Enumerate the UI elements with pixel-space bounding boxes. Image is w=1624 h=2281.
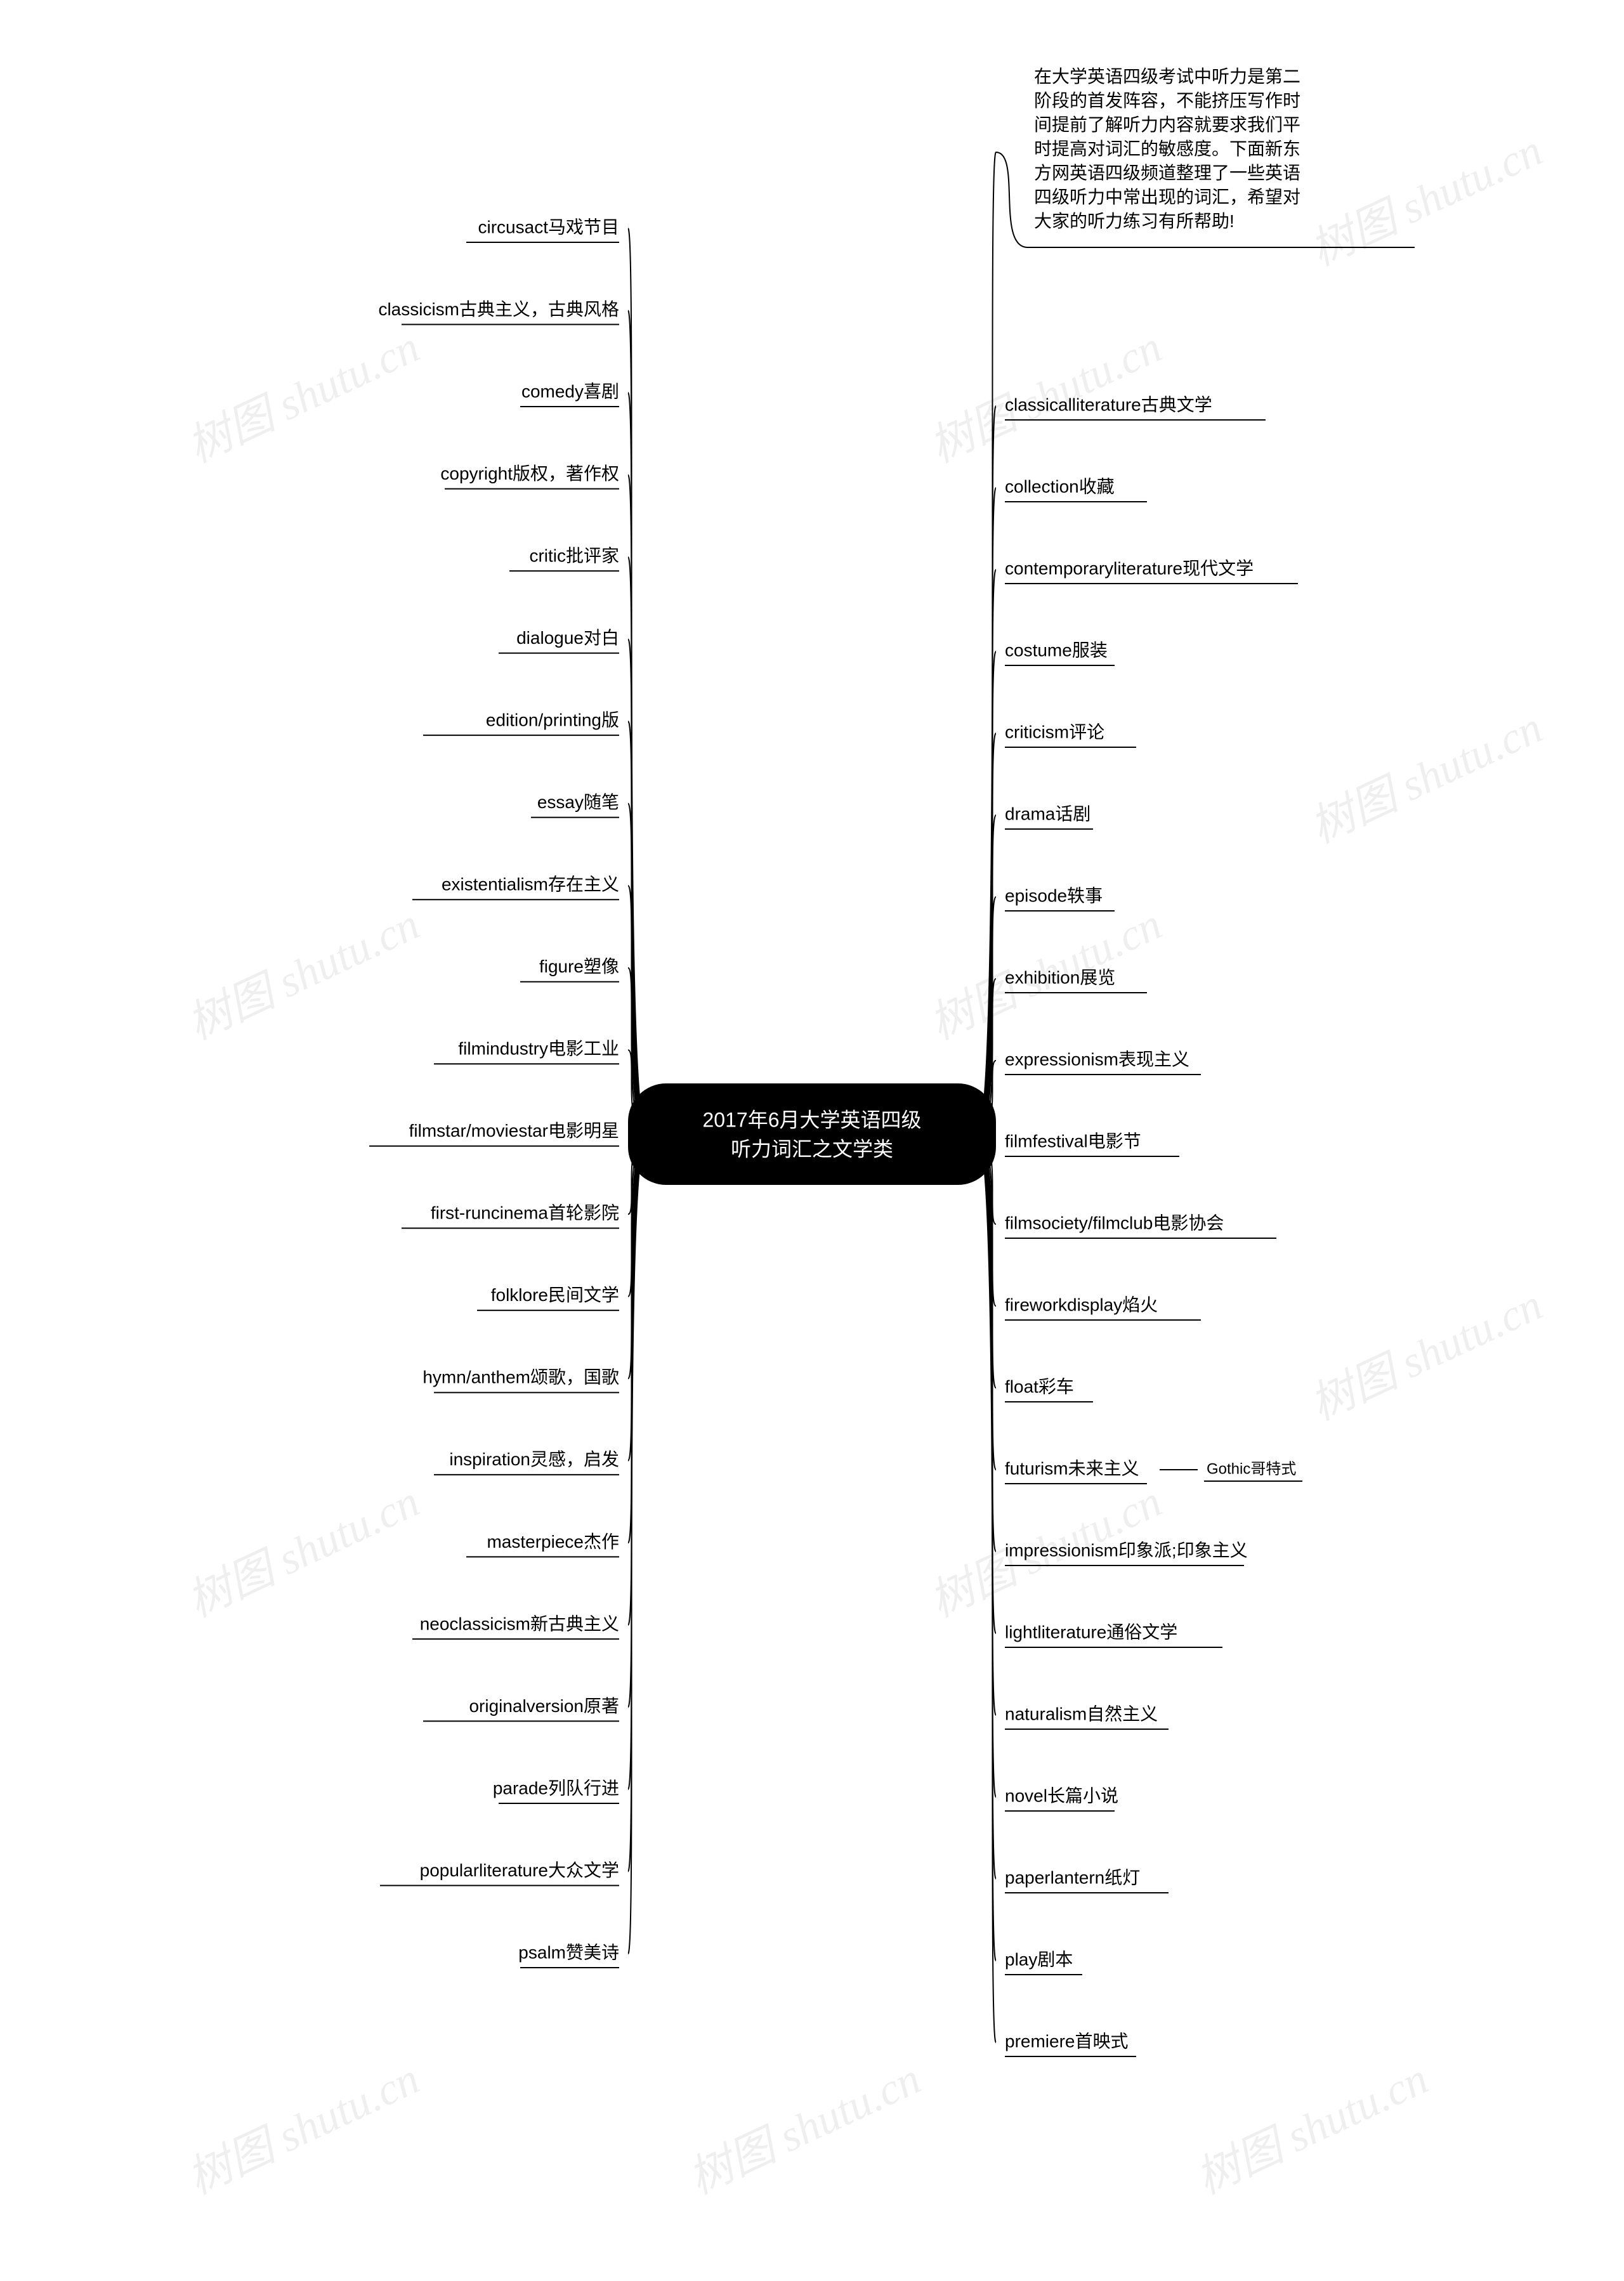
intro-line: 间提前了解听力内容就要求我们平 <box>1034 115 1300 134</box>
left-node-label: masterpiece杰作 <box>487 1532 619 1552</box>
right-node-label: exhibition展览 <box>1005 967 1115 987</box>
left-node-label: first-runcinema首轮影院 <box>431 1203 619 1223</box>
right-node-label: drama话剧 <box>1005 804 1090 823</box>
center-title-line2: 听力词汇之文学类 <box>731 1137 893 1160</box>
left-node-label: hymn/anthem颂歌，国歌 <box>422 1368 619 1387</box>
right-node-label: paperlantern纸灯 <box>1005 1867 1140 1887</box>
right-node-label: premiere首映式 <box>1005 2031 1128 2051</box>
intro-line: 四级听力中常出现的词汇，希望对 <box>1034 187 1300 207</box>
intro-line: 大家的听力练习有所帮助! <box>1034 211 1234 231</box>
left-node-label: popularliterature大众文学 <box>420 1860 619 1880</box>
left-node-label: parade列队行进 <box>493 1778 619 1798</box>
left-node-label: figure塑像 <box>539 957 619 976</box>
left-node-label: copyright版权，著作权 <box>440 464 619 483</box>
intro-paragraph: 在大学英语四级考试中听力是第二阶段的首发阵容，不能挤压写作时间提前了解听力内容就… <box>1034 67 1300 231</box>
left-node-label: critic批评家 <box>529 546 619 565</box>
left-node-label: circusact马戏节目 <box>478 217 619 237</box>
right-node-label: episode轶事 <box>1005 886 1103 905</box>
center-title-line1: 2017年6月大学英语四级 <box>703 1108 922 1131</box>
left-node-label: psalm赞美诗 <box>518 1942 619 1962</box>
left-node-label: neoclassicism新古典主义 <box>420 1614 619 1633</box>
left-node-label: classicism古典主义，古典风格 <box>378 299 619 319</box>
intro-line: 方网英语四级频道整理了一些英语 <box>1034 163 1300 183</box>
intro-line: 阶段的首发阵容，不能挤压写作时 <box>1034 91 1300 110</box>
left-node-label: filmstar/moviestar电影明星 <box>409 1121 619 1140</box>
right-node-label: futurism未来主义 <box>1005 1458 1139 1478</box>
right-node-label: filmsociety/filmclub电影协会 <box>1005 1213 1224 1232</box>
right-node-label: filmfestival电影节 <box>1005 1131 1141 1151</box>
left-node-label: dialogue对白 <box>516 628 619 648</box>
right-node-label: collection收藏 <box>1005 476 1115 496</box>
center-node: 2017年6月大学英语四级听力词汇之文学类 <box>628 1083 996 1185</box>
right-node-label: lightliterature通俗文学 <box>1005 1622 1177 1642</box>
right-node-label: impressionism印象派;印象主义 <box>1005 1540 1248 1560</box>
left-node-label: essay随笔 <box>537 792 619 812</box>
left-node-label: filmindustry电影工业 <box>458 1039 619 1059</box>
intro-line: 在大学英语四级考试中听力是第二 <box>1034 67 1300 86</box>
right-node-label: contemporaryliterature现代文学 <box>1005 558 1254 578</box>
right-node-label: expressionism表现主义 <box>1005 1049 1189 1069</box>
right-node-label: classicalliterature古典文学 <box>1005 395 1212 414</box>
left-node-label: edition/printing版 <box>486 710 619 730</box>
right-node-label: criticism评论 <box>1005 722 1104 742</box>
left-node-label: folklore民间文学 <box>491 1285 619 1305</box>
intro-line: 时提高对词汇的敏感度。下面新东 <box>1034 139 1300 159</box>
left-node-label: inspiration灵感，启发 <box>449 1449 619 1469</box>
right-node-label: play剧本 <box>1005 1949 1073 1969</box>
left-node-label: comedy喜剧 <box>521 381 619 401</box>
left-node-label: originalversion原著 <box>469 1696 619 1716</box>
right-node-label: fireworkdisplay焰火 <box>1005 1295 1158 1314</box>
right-node-label: novel长篇小说 <box>1005 1786 1118 1805</box>
right-node-label: naturalism自然主义 <box>1005 1704 1158 1723</box>
right-node-label: float彩车 <box>1005 1376 1074 1396</box>
left-node-label: existentialism存在主义 <box>442 875 619 894</box>
right-node-label: costume服装 <box>1005 640 1108 660</box>
right-child-label: Gothic哥特式 <box>1207 1460 1296 1477</box>
